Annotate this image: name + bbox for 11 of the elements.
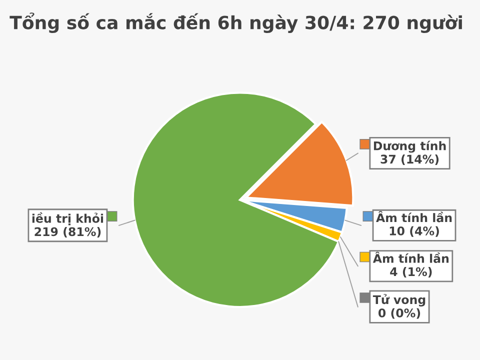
legend-label: Tử vong [372, 294, 426, 306]
legend-label: Âm tính lần [376, 211, 452, 222]
text: 0 (0%) [378, 308, 420, 319]
data-label: 10 (4%) [390, 226, 439, 237]
legend-label: Dương tính [374, 140, 446, 153]
data-label: 4 (1%) [390, 267, 432, 278]
chart-title: Tổng số ca mắc đến 6h ngày 30/4: 270 người [10, 12, 462, 33]
legend-label: Âm tính lần [372, 252, 449, 263]
slice-label: iều trị khỏi [32, 212, 104, 226]
data-label: 219 (81%) [34, 227, 101, 238]
data-label: 37 (14%) [380, 154, 439, 165]
